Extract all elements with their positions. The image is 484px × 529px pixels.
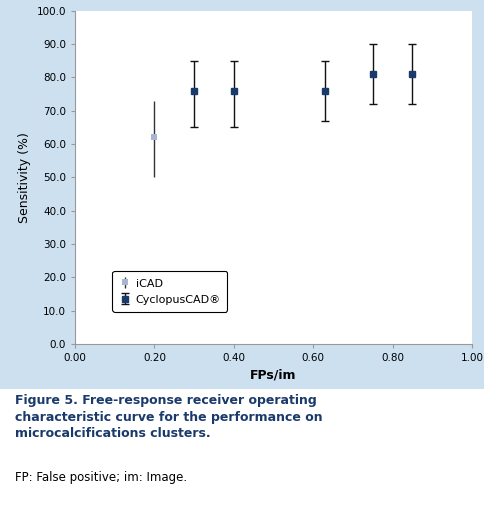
Text: Figure 5. Free-response receiver operating
characteristic curve for the performa: Figure 5. Free-response receiver operati… — [15, 394, 322, 440]
Y-axis label: Sensitivity (%): Sensitivity (%) — [18, 132, 31, 223]
X-axis label: FPs/im: FPs/im — [250, 368, 297, 381]
Legend: iCAD, CyclopusCAD®: iCAD, CyclopusCAD® — [112, 271, 227, 312]
Text: FP: False positive; im: Image.: FP: False positive; im: Image. — [15, 471, 187, 484]
